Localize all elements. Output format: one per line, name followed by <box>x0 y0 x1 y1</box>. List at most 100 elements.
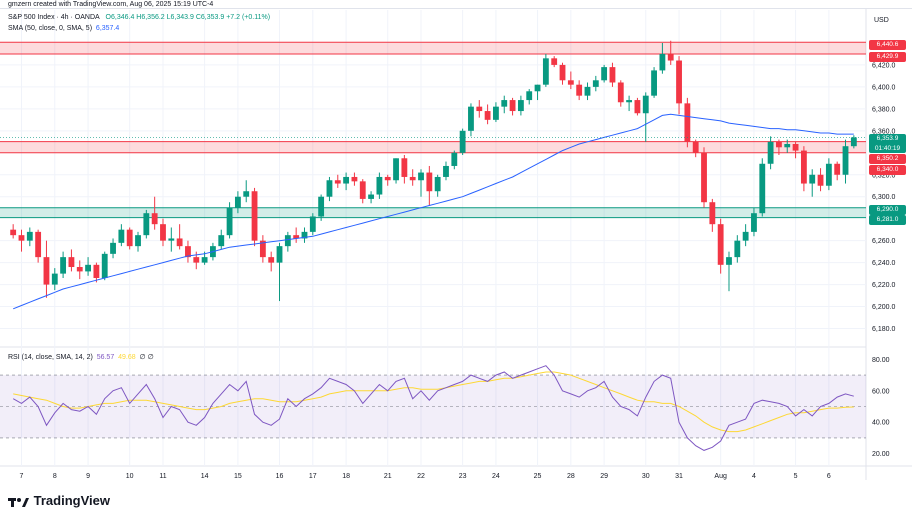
time-tick-label: 29 <box>600 473 608 480</box>
candle-body <box>26 231 33 241</box>
rsi-tick-label: 20.00 <box>872 451 890 458</box>
candle <box>393 158 399 184</box>
candle-body <box>509 100 516 112</box>
price-tick-label: 6,300.0 <box>872 194 895 201</box>
symbol-label[interactable]: S&P 500 Index · 4h · OANDA <box>8 14 100 21</box>
candle-body <box>426 172 433 192</box>
candle-body <box>542 58 549 85</box>
time-tick-label: 7 <box>20 473 24 480</box>
candle-body <box>468 106 474 131</box>
time-tick-label: 16 <box>276 473 284 480</box>
candle <box>426 165 433 206</box>
candle <box>251 187 258 247</box>
candle <box>143 209 150 239</box>
time-tick-label: 8 <box>53 473 57 480</box>
candle-body <box>834 163 841 175</box>
candle <box>301 227 308 243</box>
candle-body <box>193 257 200 263</box>
price-tick-label: 6,180.0 <box>872 326 895 333</box>
candle <box>418 169 424 197</box>
candle-body <box>576 84 583 96</box>
time-tick-label: 6 <box>827 473 831 480</box>
candle <box>592 75 599 92</box>
candle-body <box>251 191 258 241</box>
time-tick-label: 21 <box>384 473 392 480</box>
time-tick-label: 23 <box>459 473 467 480</box>
candle-body <box>634 100 641 114</box>
candle <box>667 40 674 65</box>
candle <box>493 102 499 123</box>
zones-layer <box>0 41 866 219</box>
candle <box>576 80 583 101</box>
candle <box>567 71 574 90</box>
candle <box>626 95 633 112</box>
candle-body <box>759 163 766 214</box>
candle-body <box>376 176 383 195</box>
candle <box>842 139 849 184</box>
candle-body <box>784 144 791 148</box>
zone-resistance <box>0 42 866 55</box>
rsi-ma-value: 49.68 <box>118 354 136 361</box>
candle <box>259 235 266 263</box>
candle-body <box>842 146 849 175</box>
candle <box>817 168 824 192</box>
candle <box>93 262 100 283</box>
candle-body <box>709 202 716 225</box>
candle-body <box>443 165 449 177</box>
candle <box>110 238 116 259</box>
tag-zone-high-top: 6,440.6 <box>869 40 906 50</box>
candle <box>185 240 191 263</box>
candle <box>218 229 225 250</box>
ohlc-values: O6,346.4 H6,356.2 L6,343.9 C6,353.9 +7.2… <box>105 14 271 21</box>
price-tick-label: 6,260.0 <box>872 238 895 245</box>
rsi-value: 56.57 <box>96 354 115 361</box>
candle <box>243 180 250 203</box>
candle-body <box>459 130 466 153</box>
candle <box>51 268 58 291</box>
sma-legend[interactable]: SMA (50, close, 0, SMA, 5) 6,357.4 <box>8 25 119 32</box>
candle <box>326 176 333 202</box>
price-tick-label: 6,380.0 <box>872 106 895 113</box>
candle-body <box>526 91 533 101</box>
time-tick-label: 14 <box>201 473 209 480</box>
tag-zone-mid-top: 6,350.2 <box>869 154 906 164</box>
rsi-legend[interactable]: RSI (14, close, SMA, 14, 2) 56.57 49.68 … <box>8 353 154 361</box>
price-tick-label: 6,200.0 <box>872 304 895 311</box>
candle-body <box>334 180 341 184</box>
candle-body <box>76 267 83 272</box>
time-tick-label: 11 <box>159 473 166 480</box>
candle <box>160 218 166 247</box>
candle <box>776 139 782 155</box>
candle-body <box>51 273 58 285</box>
candle <box>168 227 175 252</box>
candle-body <box>476 106 483 112</box>
time-tick-label: 5 <box>794 473 798 480</box>
candle <box>684 97 691 148</box>
zone-support <box>0 207 866 218</box>
candle <box>351 172 358 186</box>
candle-body <box>301 231 308 239</box>
candle <box>434 174 441 197</box>
time-tick-label: 10 <box>126 473 134 480</box>
currency-label[interactable]: USD <box>874 17 889 24</box>
candle <box>359 179 366 204</box>
attribution-text: gmzern created with TradingView.com, Aug… <box>8 1 214 8</box>
candle-body <box>343 176 350 184</box>
candle-body <box>359 181 366 199</box>
candle-body <box>10 229 17 236</box>
candle-body <box>268 257 275 263</box>
candle-body <box>667 53 674 61</box>
candle-body <box>726 257 732 265</box>
candle-body <box>609 67 616 83</box>
logo-text: TradingView <box>33 493 110 508</box>
rsi-tick-label: 80.00 <box>872 357 890 364</box>
sma-line <box>13 113 854 310</box>
candle-body <box>135 235 141 247</box>
candle-body <box>384 176 391 181</box>
time-tick-label: 28 <box>567 473 575 480</box>
candle-body <box>43 257 50 285</box>
price-tick-label: 6,360.0 <box>872 128 895 135</box>
candle <box>634 97 641 116</box>
tradingview-logo[interactable]: TradingView <box>8 493 110 508</box>
